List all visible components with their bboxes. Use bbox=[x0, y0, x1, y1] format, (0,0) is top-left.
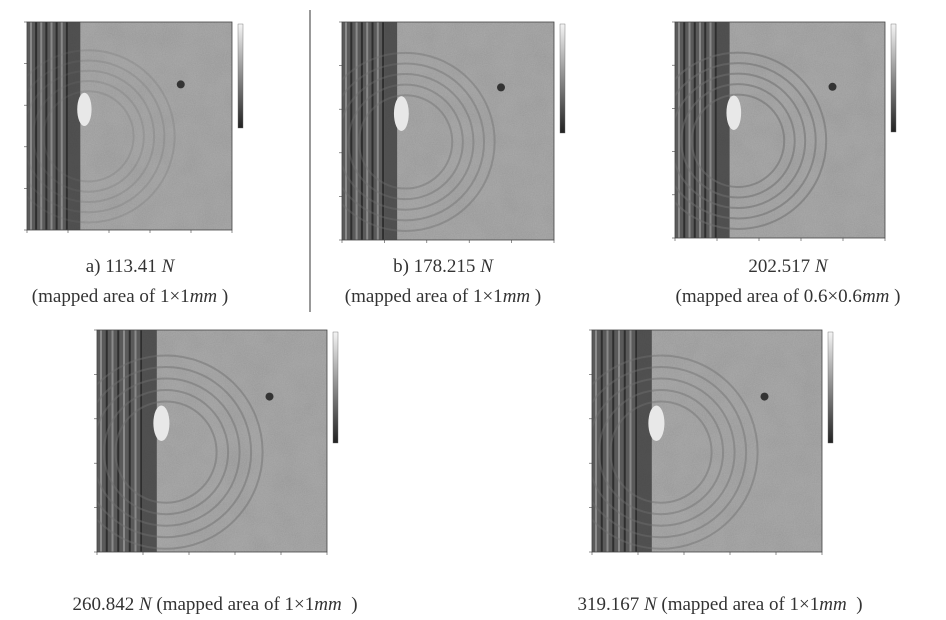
area: (mapped area of 1×1 bbox=[32, 286, 190, 307]
force: 202.517 bbox=[748, 256, 810, 277]
image bbox=[69, 330, 327, 552]
colorbar bbox=[891, 24, 896, 132]
unit: N bbox=[162, 256, 175, 277]
area: (mapped area of 1×1 bbox=[345, 286, 503, 307]
micrograph bbox=[650, 22, 896, 241]
caption: 319.167 N (mapped area of 1×1mm ) bbox=[577, 590, 862, 620]
dark-spot bbox=[829, 83, 837, 91]
area-unit: mm bbox=[862, 286, 889, 307]
image bbox=[650, 22, 885, 238]
area-unit: mm bbox=[190, 286, 217, 307]
area-unit: mm bbox=[314, 594, 341, 615]
colorbar bbox=[560, 24, 565, 133]
caption: 260.842 N (mapped area of 1×1mm ) bbox=[72, 590, 357, 620]
area: (mapped area of 0.6×0.6 bbox=[676, 286, 862, 307]
micrograph bbox=[2, 22, 243, 233]
image bbox=[2, 22, 232, 230]
area: (mapped area of 1×1 bbox=[156, 594, 314, 615]
dark-spot bbox=[497, 83, 505, 91]
dark-spot bbox=[177, 80, 185, 88]
edge bbox=[143, 330, 157, 552]
blob bbox=[153, 405, 169, 441]
paren: ) bbox=[856, 594, 862, 615]
paren: ) bbox=[894, 286, 900, 307]
dark-spot bbox=[761, 393, 769, 401]
paren: ) bbox=[222, 286, 228, 307]
force: b) 178.215 bbox=[393, 256, 475, 277]
caption: a) 113.41 N (mapped area of 1×1mm ) bbox=[32, 252, 228, 312]
force: 319.167 bbox=[577, 594, 639, 615]
area-unit: mm bbox=[503, 286, 530, 307]
blob bbox=[394, 96, 409, 131]
paren: ) bbox=[535, 286, 541, 307]
unit: N bbox=[480, 256, 493, 277]
colorbar bbox=[333, 332, 338, 443]
blob bbox=[648, 405, 664, 441]
image bbox=[317, 22, 554, 240]
caption: 202.517 N (mapped area of 0.6×0.6mm ) bbox=[676, 252, 901, 312]
colorbar bbox=[828, 332, 833, 443]
dark-spot bbox=[266, 393, 274, 401]
paren: ) bbox=[351, 594, 357, 615]
micrograph bbox=[564, 330, 833, 555]
area-unit: mm bbox=[819, 594, 846, 615]
unit: N bbox=[815, 256, 828, 277]
micrograph bbox=[317, 22, 565, 243]
blob bbox=[77, 93, 91, 126]
area: (mapped area of 1×1 bbox=[661, 594, 819, 615]
image bbox=[564, 330, 822, 552]
edge bbox=[638, 330, 652, 552]
unit: N bbox=[139, 594, 152, 615]
blob bbox=[726, 95, 741, 130]
figure: a) 113.41 N (mapped area of 1×1mm ) b) 1… bbox=[0, 0, 946, 620]
force: 260.842 bbox=[72, 594, 134, 615]
caption: b) 178.215 N (mapped area of 1×1mm ) bbox=[345, 252, 541, 312]
colorbar bbox=[238, 24, 243, 128]
micrograph bbox=[69, 330, 338, 555]
unit: N bbox=[644, 594, 657, 615]
force: a) 113.41 bbox=[86, 256, 157, 277]
